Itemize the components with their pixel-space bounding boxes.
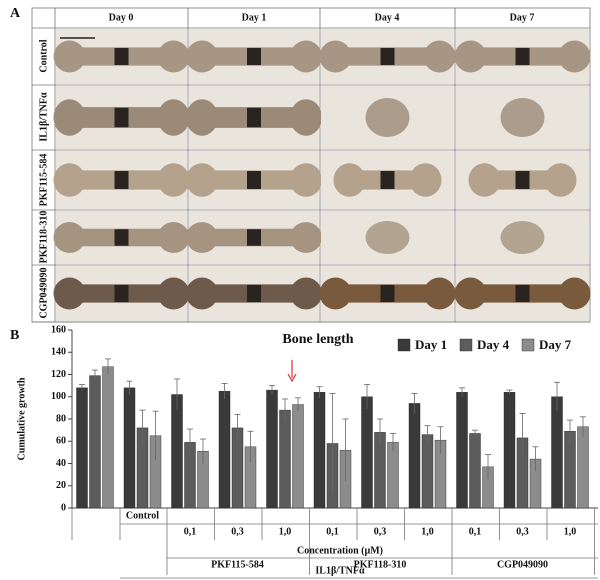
arrow-head xyxy=(287,373,297,383)
bone-marker xyxy=(380,47,395,66)
bone-marker xyxy=(247,47,261,66)
row-header: CGP049090 xyxy=(38,267,49,318)
legend-label: Day 1 xyxy=(415,337,447,352)
y-tick-label: 160 xyxy=(51,324,66,335)
bar xyxy=(503,392,516,509)
y-tick-label: 80 xyxy=(56,413,66,424)
bone-marker xyxy=(247,229,261,246)
bar xyxy=(456,392,468,509)
y-tick-label: 20 xyxy=(56,480,66,491)
y-tick-label: 40 xyxy=(56,458,66,469)
bar xyxy=(89,375,101,509)
bone-marker xyxy=(515,171,530,189)
bone-marker xyxy=(247,284,261,303)
group-label: PKF115-584 xyxy=(211,559,264,570)
legend-swatch xyxy=(397,338,411,352)
x-tick-label: 1,0 xyxy=(564,526,577,537)
bone-marker xyxy=(380,284,395,303)
y-tick-label: 60 xyxy=(56,436,66,447)
bar xyxy=(102,366,114,509)
y-axis-label: Cumulative growth xyxy=(16,377,27,460)
bar xyxy=(171,394,183,509)
bar xyxy=(123,387,136,509)
group-label: CGP049090 xyxy=(497,559,548,570)
bar xyxy=(421,434,434,509)
column-header: Day 0 xyxy=(109,12,134,23)
bone-specimen xyxy=(500,221,545,254)
legend-label: Day 7 xyxy=(539,337,572,352)
column-header: Day 4 xyxy=(375,12,400,23)
x-tick-label: 0,1 xyxy=(469,526,482,537)
bone-marker xyxy=(380,171,395,189)
bar xyxy=(279,409,291,509)
y-tick-label: 100 xyxy=(51,391,66,402)
panel-label: B xyxy=(10,328,19,343)
bone-specimen xyxy=(365,221,410,254)
treatment-label: IL1β/TNFα xyxy=(315,565,365,576)
bone-marker xyxy=(114,171,129,189)
bar xyxy=(408,403,421,509)
bar xyxy=(551,396,563,509)
x-axis-label: Concentration (µM) xyxy=(297,545,383,556)
row-header: Control xyxy=(38,39,49,72)
row-header: PKF115-584 xyxy=(38,154,49,207)
legend-label: Day 4 xyxy=(477,337,510,352)
chart-title: Bone length xyxy=(282,332,353,347)
group-label: PKF118-310 xyxy=(354,559,407,570)
row-header: IL1β/TNFα xyxy=(38,92,49,142)
row-header: PKF118-310 xyxy=(38,211,49,264)
bar xyxy=(292,404,304,509)
legend-swatch xyxy=(459,338,473,352)
bone-marker xyxy=(515,284,530,303)
bone-marker xyxy=(247,107,261,128)
bone-marker xyxy=(114,284,129,303)
bone-marker xyxy=(247,171,261,189)
legend-swatch xyxy=(521,338,535,352)
column-header: Day 1 xyxy=(242,12,267,23)
bone-marker xyxy=(114,107,129,128)
bar xyxy=(577,426,589,509)
bone-specimen xyxy=(500,98,545,137)
x-tick-label: 1,0 xyxy=(421,526,434,537)
bar xyxy=(387,442,399,509)
bar xyxy=(564,431,576,509)
bar xyxy=(469,433,481,509)
x-tick-label: 0,3 xyxy=(374,526,387,537)
x-tick-label: 0,1 xyxy=(184,526,197,537)
bone-specimen xyxy=(365,98,410,137)
x-tick-label: 0,1 xyxy=(326,526,339,537)
y-tick-label: 0 xyxy=(61,502,66,513)
bone-marker xyxy=(515,47,530,66)
x-tick-label: 1,0 xyxy=(279,526,292,537)
bone-marker xyxy=(114,229,129,246)
x-tick-label: 0,3 xyxy=(231,526,244,537)
column-header: Day 7 xyxy=(510,12,535,23)
bar xyxy=(266,389,278,509)
bar xyxy=(76,387,88,509)
bar xyxy=(361,396,373,509)
bar xyxy=(218,390,231,509)
bar xyxy=(313,392,326,509)
x-tick-label: 0,3 xyxy=(516,526,529,537)
y-tick-label: 120 xyxy=(51,369,66,380)
y-tick-label: 140 xyxy=(51,347,66,358)
x-tick-label: Control xyxy=(126,510,159,521)
panel-label: A xyxy=(10,6,21,21)
bone-marker xyxy=(114,47,129,66)
